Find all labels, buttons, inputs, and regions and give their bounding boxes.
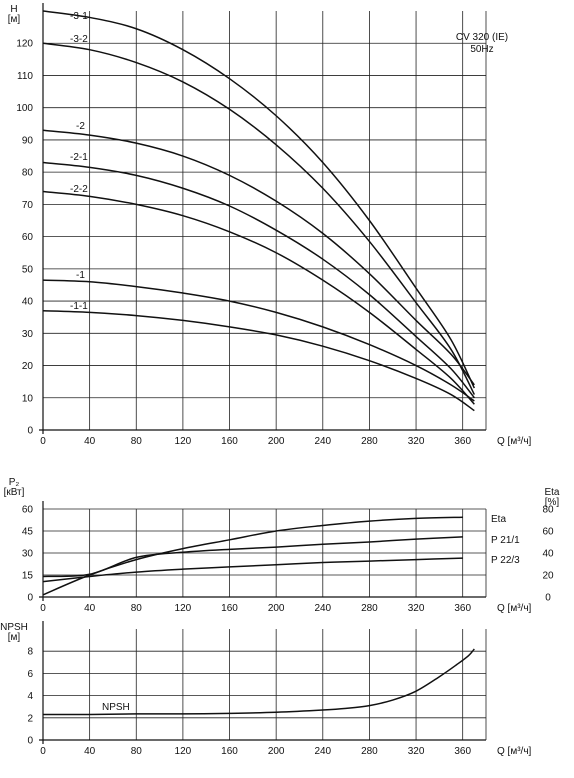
x-tick-label: 360 (454, 603, 471, 614)
curve-2-1 (42, 161, 475, 399)
x-tick-label: 360 (454, 746, 471, 757)
npsh-panel: 0 40 80 120 160 200 240 280 320 36002468NPSH[м]Q … (0, 621, 532, 757)
x-tick-label: 160 (221, 746, 238, 757)
x-tick-label: 120 (175, 603, 192, 614)
x-tick-label: 40 (84, 746, 96, 757)
y-tick-label: 10 (22, 393, 34, 404)
x-tick-label: 200 (268, 436, 285, 447)
y-tick-label: 30 (22, 549, 34, 560)
y2-axis-unit: [%] (545, 497, 560, 508)
x-tick-label: 360 (454, 436, 471, 447)
y-tick-label: 50 (22, 264, 34, 275)
curve-p-21-1 (42, 536, 463, 578)
x-axis-label: Q [м³/ч] (497, 603, 532, 614)
y-tick-label: 40 (22, 297, 34, 308)
x-tick-label: 320 (408, 603, 425, 614)
y-axis-unit: [м] (8, 14, 21, 25)
curve-2-2 (42, 190, 475, 405)
curve-2 (42, 129, 475, 386)
chart-info-model: CV 320 (IE) (456, 32, 508, 43)
curve-p-22-3 (42, 557, 463, 583)
curve-label: Eta (491, 514, 506, 525)
curve-label: NPSH (102, 702, 130, 713)
y-tick-label: 15 (22, 571, 34, 582)
y-axis-label: P₂ (9, 477, 20, 488)
chart-info-frequency: 50Hz (470, 44, 493, 55)
x-tick-label: 240 (314, 746, 331, 757)
y-tick-label: 2 (27, 713, 33, 724)
y2-tick-label: 80 (542, 505, 554, 516)
x-tick-label: 40 (84, 603, 96, 614)
curve-label: -2-2 (70, 184, 88, 195)
x-tick-label: 80 (131, 436, 143, 447)
y-axis-unit: [м] (8, 632, 21, 643)
y-tick-label: 30 (22, 329, 34, 340)
y-tick-label: 60 (22, 232, 34, 243)
y-tick-label: 70 (22, 200, 34, 211)
y-axis-label: NPSH (0, 622, 28, 633)
curve-label: -2-1 (70, 152, 88, 163)
y-tick-label: 45 (22, 527, 34, 538)
y-tick-label: 4 (27, 691, 33, 702)
x-tick-label: 240 (314, 603, 331, 614)
x-tick-label: 280 (361, 436, 378, 447)
y-tick-label: 120 (16, 39, 33, 50)
curve-eta (42, 516, 463, 596)
x-tick-label: 320 (408, 746, 425, 757)
curve-1-1 (42, 310, 475, 412)
x-tick-label: 200 (268, 746, 285, 757)
y2-axis-label: Eta (544, 487, 559, 498)
y-tick-label: 100 (16, 103, 33, 114)
y-tick-label: 110 (17, 71, 33, 82)
y-axis-unit: [кВт] (4, 487, 25, 498)
y2-tick-label: 0 (545, 593, 551, 604)
x-tick-label: 280 (361, 746, 378, 757)
x-tick-label: 120 (175, 436, 192, 447)
y2-tick-label: 60 (542, 527, 554, 538)
y-tick-label: 90 (22, 135, 34, 146)
x-tick-label: 320 (408, 436, 425, 447)
curve-label: -2 (76, 121, 85, 132)
x-tick-label: 40 (84, 436, 96, 447)
curve-3-2 (42, 42, 476, 395)
x-tick-label: 160 (221, 436, 238, 447)
y-tick-label: 0 (27, 593, 33, 604)
y2-tick-label: 40 (542, 549, 554, 560)
x-tick-label: 80 (131, 746, 143, 757)
y-tick-label: 0 (27, 426, 33, 437)
x-tick-label: 0 (40, 746, 46, 757)
curve-label: -1 (76, 270, 85, 281)
head-curve-panel: 0 40 80 120 160 200 240 280 320 360 0 10 20 30 40 50 60 7… (8, 3, 532, 447)
x-tick-label: 0 (40, 436, 46, 447)
y-tick-label: 8 (27, 647, 33, 658)
y-tick-label: 20 (22, 361, 34, 372)
power-efficiency-panel: 0 40 80 120 160 200 240 280 320 360015304560P₂[кВ… (4, 477, 560, 614)
y-tick-label: 6 (27, 669, 33, 680)
x-tick-label: 0 (40, 603, 46, 614)
curve-label: -3-2 (70, 34, 88, 45)
x-tick-label: 80 (131, 603, 143, 614)
curve-label: -3-1 (70, 11, 88, 22)
x-axis-label: Q [м³/ч] (497, 436, 532, 447)
curve-label: -1-1 (70, 301, 88, 312)
x-tick-label: 200 (268, 603, 285, 614)
y-tick-label: 0 (27, 736, 33, 747)
y2-tick-label: 20 (542, 571, 554, 582)
x-axis-label: Q [м³/ч] (497, 746, 532, 757)
x-tick-label: 280 (361, 603, 378, 614)
curve-label: P 22/3 (491, 555, 520, 566)
curve-1 (42, 279, 475, 402)
y-axis-label: H (10, 4, 17, 15)
y-tick-label: 60 (22, 505, 34, 516)
x-tick-label: 120 (175, 746, 192, 757)
curve-label: P 21/1 (491, 535, 520, 546)
x-tick-label: 240 (314, 436, 331, 447)
curve-npsh (42, 648, 475, 716)
x-tick-label: 160 (221, 603, 238, 614)
curve-3-1 (42, 10, 476, 389)
y-tick-label: 80 (22, 168, 34, 179)
